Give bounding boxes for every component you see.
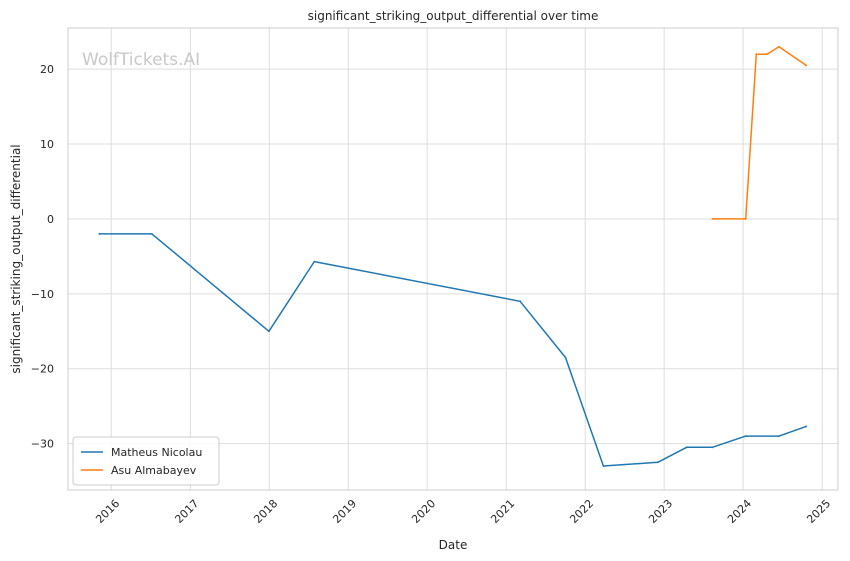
data-point-asu-almabayev: [805, 64, 808, 67]
watermark: WolfTickets.AI: [82, 50, 200, 70]
data-point-matheus-nicolau: [98, 233, 101, 235]
data-point-asu-almabayev: [755, 53, 758, 56]
x-axis-label: Date: [439, 538, 468, 552]
y-tick-label: 10: [40, 138, 54, 151]
data-point-matheus-nicolau: [711, 446, 714, 449]
data-point-matheus-nicolau: [805, 425, 808, 428]
chart-title: significant_striking_output_differential…: [308, 9, 599, 23]
data-point-matheus-nicolau: [685, 446, 688, 449]
y-tick-label: 0: [47, 213, 54, 226]
data-point-asu-almabayev: [744, 218, 747, 220]
data-point-matheus-nicolau: [656, 461, 659, 464]
data-point-matheus-nicolau: [602, 465, 605, 467]
y-tick-label: −30: [31, 438, 54, 451]
data-point-matheus-nicolau: [150, 233, 153, 235]
data-point-matheus-nicolau: [267, 330, 270, 333]
series-layer: [98, 45, 808, 467]
y-axis-label: significant_striking_output_differential: [9, 144, 23, 373]
data-point-matheus-nicolau: [313, 260, 316, 263]
legend-label-asu-almabayev: Asu Almabayev: [111, 464, 197, 477]
data-point-matheus-nicolau: [744, 435, 747, 437]
plot-frame: [67, 27, 839, 491]
data-point-asu-almabayev: [778, 45, 780, 48]
data-point-matheus-nicolau: [519, 300, 522, 303]
series-line-asu-almabayev: [711, 45, 807, 220]
y-tick-label: −20: [31, 363, 54, 376]
data-point-matheus-nicolau: [778, 435, 780, 437]
y-tick-label: 20: [40, 63, 54, 76]
data-point-asu-almabayev: [711, 218, 714, 220]
legend-box: [72, 436, 220, 486]
legend-label-matheus-nicolau: Matheus Nicolau: [111, 446, 202, 459]
data-point-asu-almabayev: [765, 53, 768, 56]
legend: Matheus Nicolau Asu Almabayev: [72, 436, 220, 486]
y-tick-label: −10: [31, 288, 54, 301]
data-point-matheus-nicolau: [564, 356, 567, 359]
y-tick-labels: 20 10 0 −10 −20 −30: [31, 63, 54, 450]
